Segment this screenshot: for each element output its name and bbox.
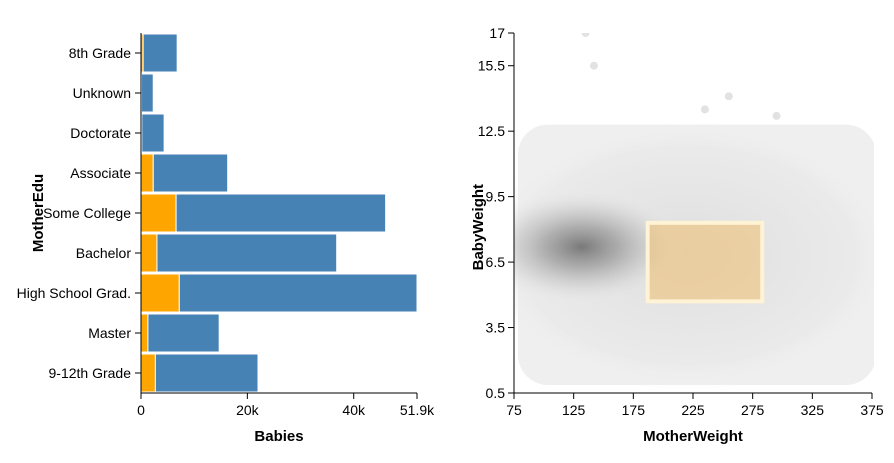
baby-weight-axis: 0.5 3.5 6.5 9.5 12.5 15.5 17 xyxy=(478,25,515,401)
mother-edu-tick-label: Associate xyxy=(70,165,131,181)
density-layer xyxy=(514,33,874,391)
education-bar-chart: 8th Grade Unknown Doctorate Associate Some C… xyxy=(17,33,435,445)
bar-associate-series-1 xyxy=(152,153,229,193)
outlier-hexbin xyxy=(581,33,590,37)
baby-weight-tick-label: 3.5 xyxy=(486,320,506,336)
bar-marks xyxy=(140,33,418,393)
baby-weight-tick-label: 15.5 xyxy=(478,58,505,74)
mother-weight-tick-label: 325 xyxy=(801,402,825,418)
bar-associate-series-0 xyxy=(140,153,154,193)
bar-9-12th-grade-series-1 xyxy=(154,353,259,393)
mother-edu-tick-label: 9-12th Grade xyxy=(49,365,132,381)
mother-edu-axis-title: MotherEdu xyxy=(30,174,47,252)
mother-weight-axis: 75 125 175 225 275 325 375 xyxy=(506,392,884,418)
mother-weight-tick-label: 175 xyxy=(622,402,646,418)
babies-tick-label: 51.9k xyxy=(400,402,435,418)
babies-axis: 0 20k 40k 51.9k xyxy=(137,392,435,418)
baby-weight-axis-title: BabyWeight xyxy=(470,184,487,270)
baby-weight-tick-label: 9.5 xyxy=(486,189,506,205)
mother-weight-tick-label: 225 xyxy=(681,402,705,418)
babies-tick-label: 40k xyxy=(342,402,366,418)
outlier-hexbin xyxy=(589,61,598,70)
mother-edu-tick-label: Some College xyxy=(43,205,131,221)
bar-some-college-series-0 xyxy=(140,193,177,233)
mother-edu-tick-label: Master xyxy=(88,325,131,341)
babies-tick-label: 20k xyxy=(236,402,260,418)
density-core xyxy=(514,188,687,305)
outlier-hexbin xyxy=(724,92,733,101)
weight-density-chart: 0.5 3.5 6.5 9.5 12.5 15.5 17 75 125 175 225 275 325… xyxy=(470,25,884,445)
bar-some-college-series-1 xyxy=(175,193,387,233)
bar-8th-grade-series-1 xyxy=(142,33,178,73)
babies-tick-label: 0 xyxy=(137,402,145,418)
bar-unknown-series-1 xyxy=(141,73,154,113)
mother-weight-tick-label: 375 xyxy=(860,402,884,418)
brush-rectangle[interactable] xyxy=(645,220,765,304)
density-halo xyxy=(514,120,874,391)
mother-edu-tick-label: Bachelor xyxy=(76,245,132,261)
mother-edu-tick-label: 8th Grade xyxy=(69,45,131,61)
bar-high-school-grad--series-1 xyxy=(178,273,418,313)
bar-bachelor-series-1 xyxy=(156,233,338,273)
bar-9-12th-grade-series-0 xyxy=(140,353,156,393)
outlier-hexbin xyxy=(772,111,781,120)
mother-edu-axis: 8th Grade Unknown Doctorate Associate Some C… xyxy=(17,33,142,393)
baby-weight-tick-label: 12.5 xyxy=(478,123,505,139)
outlier-hexbin xyxy=(700,105,709,114)
mother-weight-axis-title: MotherWeight xyxy=(643,428,743,445)
bar-master-series-1 xyxy=(147,313,220,353)
mother-edu-tick-label: Doctorate xyxy=(70,125,131,141)
brush-selection[interactable] xyxy=(645,220,765,304)
mother-edu-tick-label: Unknown xyxy=(73,85,131,101)
bar-master-series-0 xyxy=(140,313,149,353)
baby-weight-tick-label: 17 xyxy=(489,25,505,41)
mother-weight-tick-label: 275 xyxy=(741,402,765,418)
babies-axis-title: Babies xyxy=(254,428,303,445)
mother-weight-tick-label: 75 xyxy=(506,402,522,418)
bar-high-school-grad--series-0 xyxy=(140,273,180,313)
bar-bachelor-series-0 xyxy=(140,233,158,273)
mother-weight-tick-label: 125 xyxy=(562,402,586,418)
baby-weight-tick-label: 6.5 xyxy=(486,254,506,270)
mother-edu-tick-label: High School Grad. xyxy=(17,285,131,301)
baby-weight-tick-label: 0.5 xyxy=(486,385,506,401)
bar-doctorate-series-1 xyxy=(141,113,165,153)
